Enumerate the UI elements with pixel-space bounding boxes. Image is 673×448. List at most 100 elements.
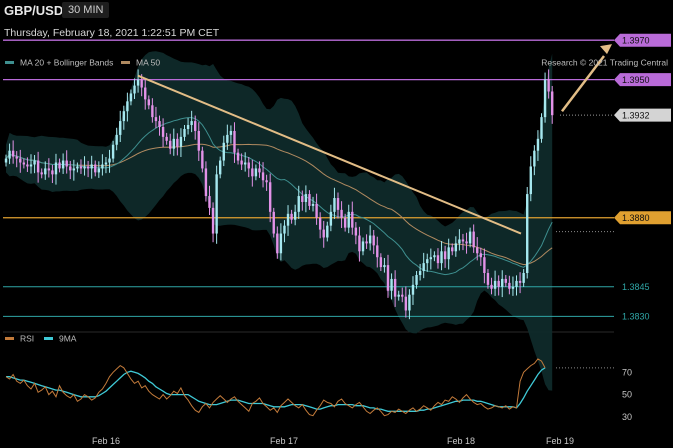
candle-body	[543, 79, 547, 118]
candle-body	[315, 203, 318, 218]
candle-body	[443, 251, 447, 260]
candle-body	[215, 174, 218, 234]
candles	[4, 69, 554, 320]
candle-body	[265, 180, 268, 183]
candle-body	[454, 243, 458, 252]
candle-body	[333, 198, 336, 212]
candle-body	[90, 164, 93, 169]
candle-body	[376, 245, 379, 258]
candle-body	[461, 239, 465, 242]
candle-body	[447, 247, 450, 260]
candle-body	[415, 274, 418, 285]
candle-body	[401, 294, 404, 297]
candle-body	[426, 259, 429, 264]
candle-body	[36, 160, 40, 173]
candle-body	[479, 253, 483, 258]
candle-body	[533, 150, 536, 167]
candle-body	[476, 247, 479, 254]
legend-rsi-ma-label: 9MA	[59, 334, 77, 344]
candle-body	[497, 280, 500, 287]
candle-body	[283, 225, 286, 234]
candle-body	[304, 194, 308, 202]
candle-body	[493, 280, 497, 289]
candle-body	[172, 138, 175, 149]
candle-body	[490, 284, 493, 289]
candle-body	[501, 278, 504, 287]
candle-body	[408, 294, 411, 311]
candle-body	[268, 182, 272, 212]
candle-body	[11, 150, 15, 157]
bollinger-band	[6, 51, 553, 391]
candle-body	[529, 166, 532, 195]
candle-body	[8, 150, 11, 159]
candle-body	[422, 263, 425, 272]
candle-body	[26, 164, 29, 167]
candle-body	[340, 209, 343, 218]
candle-body	[233, 130, 236, 153]
candle-body	[329, 211, 333, 226]
candle-body	[272, 211, 275, 234]
candle-body	[411, 284, 415, 295]
candle-body	[197, 130, 200, 151]
candle-body	[222, 142, 225, 161]
candle-body	[468, 231, 472, 244]
level-tag-1.3932	[614, 108, 671, 122]
forecast-arrowhead	[600, 44, 612, 55]
candle-body	[522, 273, 525, 283]
level-label-1.3970: 1.3970	[622, 35, 650, 45]
candle-body	[122, 111, 126, 122]
candle-body	[208, 196, 211, 208]
legend-ma20-label: MA 20 + Bollinger Bands	[20, 58, 113, 68]
candle-body	[518, 280, 522, 283]
legend-swatch-rsi	[5, 337, 14, 340]
candle-body	[404, 296, 408, 311]
candle-body	[147, 99, 150, 106]
candle-body	[236, 152, 240, 161]
time-tick-label: Feb 19	[546, 436, 574, 446]
bollinger-fill	[6, 51, 553, 391]
timeframe-button[interactable]: 30 MIN	[62, 2, 110, 18]
candle-body	[293, 211, 297, 220]
candle-body	[151, 105, 154, 118]
candle-body	[108, 158, 111, 163]
level-label-1.3950: 1.3950	[622, 75, 650, 85]
candle-body	[290, 213, 293, 220]
candle-body	[136, 79, 140, 86]
candle-body	[211, 207, 215, 234]
candle-body	[83, 166, 86, 169]
time-axis: Feb 16 Feb 17 Feb 18 Feb 19	[92, 436, 574, 446]
candle-body	[365, 241, 368, 244]
candle-body	[165, 136, 168, 141]
candle-body	[297, 196, 300, 212]
candle-body	[229, 130, 233, 135]
candle-body	[486, 273, 490, 285]
rsi-tick-label: 30	[622, 412, 632, 422]
legend-swatch-ma20	[5, 61, 14, 64]
candle-body	[51, 170, 54, 175]
ma50-line	[5, 143, 553, 266]
candle-body	[190, 121, 193, 126]
rsi-panel: 30 50 70	[5, 358, 632, 422]
candle-body	[372, 235, 375, 246]
time-tick-label: Feb 17	[270, 436, 298, 446]
candle-body	[86, 166, 90, 169]
candle-body	[69, 166, 72, 171]
candle-body	[158, 121, 161, 128]
candle-body	[322, 229, 325, 238]
candle-body	[351, 211, 354, 228]
candle-body	[540, 117, 543, 139]
candle-body	[169, 140, 172, 149]
candle-body	[261, 172, 265, 181]
candle-body	[254, 168, 258, 177]
candle-body	[101, 164, 104, 169]
candle-body	[111, 144, 115, 159]
rsi-line	[5, 358, 546, 417]
candle-body	[76, 166, 79, 169]
candle-body	[433, 255, 436, 258]
trendline	[137, 74, 522, 235]
candle-body	[354, 227, 358, 236]
candle-body	[286, 213, 290, 226]
candle-body	[258, 168, 261, 173]
candle-body	[451, 247, 454, 252]
